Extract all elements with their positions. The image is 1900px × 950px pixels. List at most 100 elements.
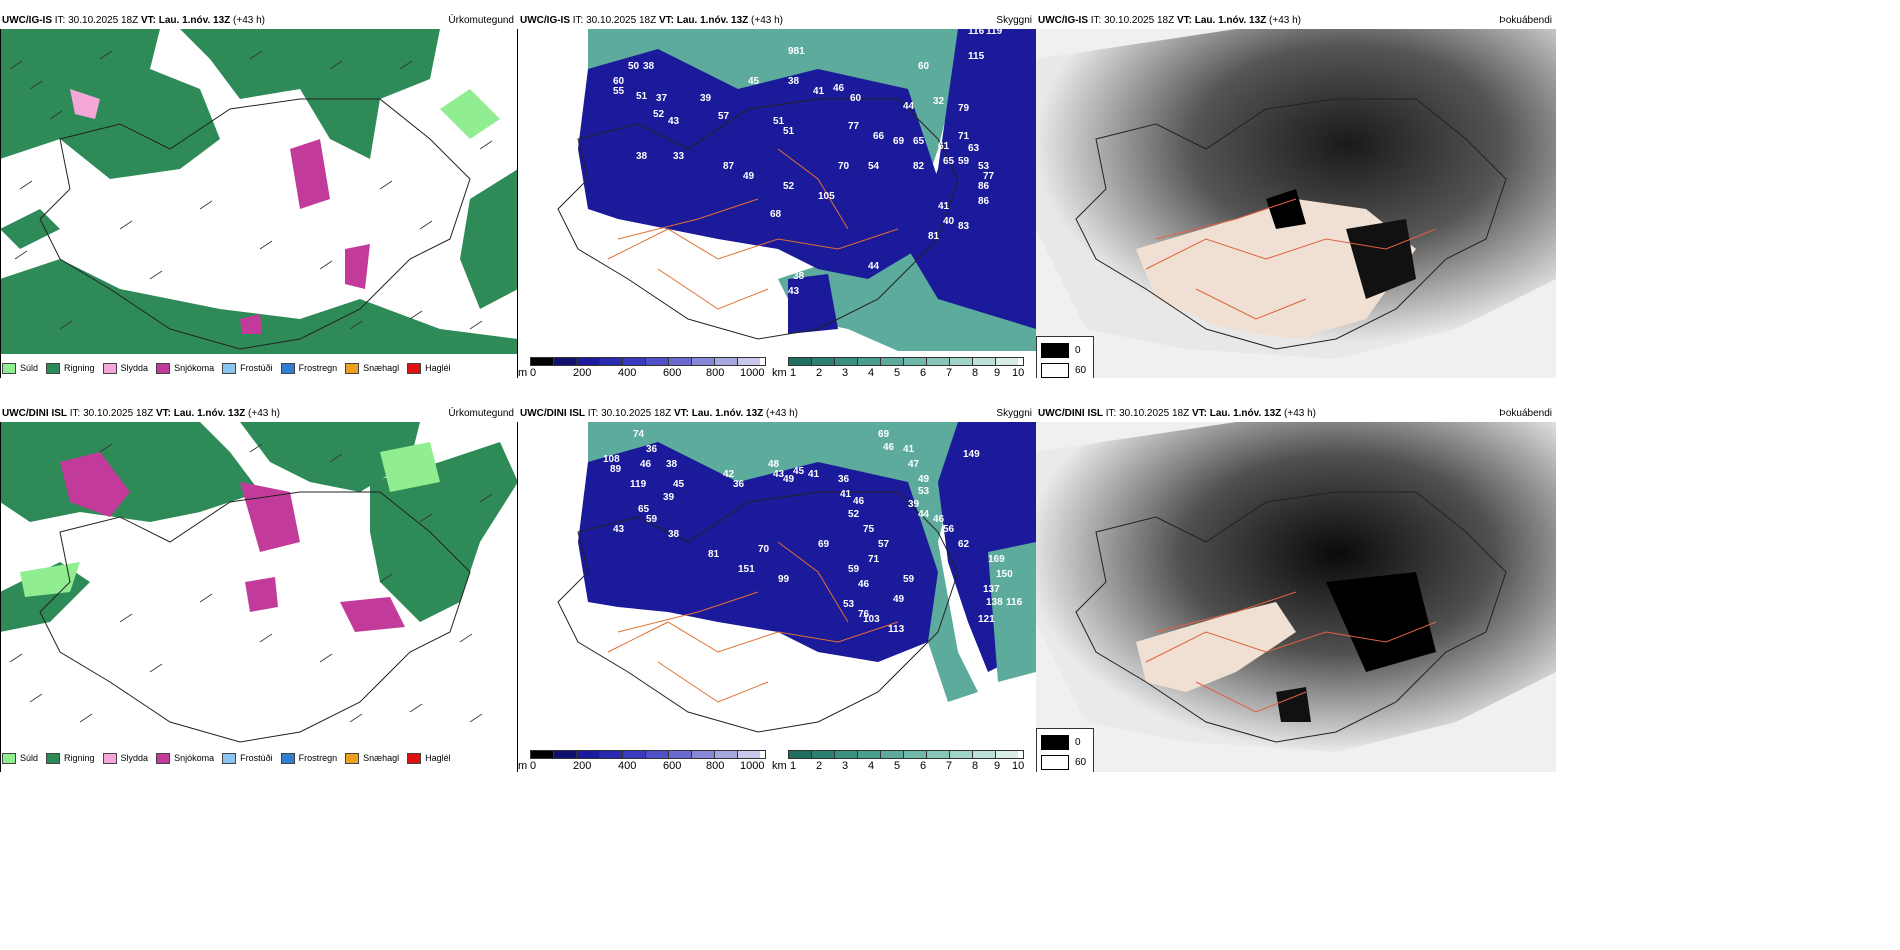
scale-cell: [600, 358, 623, 365]
scale-tick: 400: [618, 760, 637, 772]
scale-cell: [996, 751, 1018, 758]
legend-item: Frostregn: [280, 748, 337, 768]
ceiling-label: 53: [918, 486, 930, 497]
ceiling-label: 46: [858, 579, 870, 590]
scale-tick: 5: [894, 367, 901, 378]
scale-cell: [858, 751, 881, 758]
scale-tick: 2: [816, 760, 823, 772]
ceiling-label: 115: [968, 51, 985, 62]
ceiling-label: 981: [788, 46, 805, 57]
scale-cell: [531, 751, 554, 758]
ceiling-label: 47: [908, 459, 920, 470]
ceiling-label: 116: [1006, 597, 1023, 608]
legend-item: Snjókoma: [156, 358, 214, 378]
legend-swatch: [222, 362, 237, 374]
precip-map[interactable]: [0, 29, 518, 354]
scale-tick: 600: [663, 367, 682, 378]
scale-tick: 200: [573, 367, 592, 378]
scale-cell: [904, 751, 927, 758]
fog-map[interactable]: [1036, 422, 1556, 772]
scale-tick: 3: [842, 760, 849, 772]
legend-item: Slydda: [102, 748, 148, 768]
ceiling-label: 46: [640, 459, 652, 470]
ceiling-label: 79: [958, 103, 970, 114]
legend-swatch: [2, 362, 16, 374]
ceiling-label: 44: [903, 101, 915, 112]
ceiling-label: 89: [610, 464, 622, 475]
scale-tick: 7: [946, 760, 953, 772]
scale-tick: 0: [530, 760, 537, 772]
legend-item: Frostúði: [222, 358, 273, 378]
ceiling-label: 103: [863, 614, 880, 625]
ceiling-label: 70: [838, 161, 850, 172]
ceiling-label: 81: [708, 549, 720, 560]
scale-cell: [554, 358, 577, 365]
ceiling-label: 69: [878, 429, 890, 440]
cloud-map[interactable]: 74 36 108 46 38 89 119 45 39 65 59 43 38 42 36 48 43 49 45…: [518, 422, 1036, 746]
ceiling-label: 51: [773, 116, 785, 127]
ceiling-label: 86: [978, 196, 990, 207]
ceiling-label: 60: [850, 93, 862, 104]
ceiling-label: 81: [928, 231, 940, 242]
fog-swatch: [1041, 363, 1069, 378]
scale-cell: [973, 751, 996, 758]
scale-cell: [646, 358, 669, 365]
scale-tick: 10: [1012, 367, 1025, 378]
ceiling-label: 36: [733, 479, 745, 490]
precip-map[interactable]: [0, 422, 518, 748]
ceiling-label: 45: [793, 466, 805, 477]
legend-swatch: [280, 752, 295, 764]
ceiling-label: 36: [646, 444, 658, 455]
scale-cell: [646, 751, 669, 758]
panel-type-label: Úrkomutegund: [448, 408, 514, 419]
ceiling-label: 149: [963, 449, 980, 460]
ceiling-label: 49: [893, 594, 905, 605]
ceiling-label: 43: [668, 116, 680, 127]
fog-map[interactable]: [1036, 29, 1556, 378]
legend-item: Haglél: [407, 358, 451, 378]
cloud-map[interactable]: 50 38 60 55 51 37 39 45 38 41 46 60 981 116 119 115 60 44…: [518, 29, 1036, 351]
ceiling-label: 56: [943, 524, 955, 535]
visibility-scale-cells: [788, 357, 1024, 366]
fog-legend-row: 0: [1041, 735, 1081, 750]
ceiling-label: 75: [863, 524, 875, 535]
scale-tick: 1000: [740, 760, 765, 772]
ceiling-label: 86: [978, 181, 990, 192]
ceiling-label: 28: [788, 261, 800, 272]
ceiling-unit: m: [518, 760, 528, 772]
ceiling-label: 38: [793, 271, 805, 282]
ceiling-label: 46: [833, 83, 845, 94]
scale-cell: [881, 751, 904, 758]
ceiling-label: 55: [613, 86, 625, 97]
ceiling-label: 113: [888, 624, 905, 635]
scale-cell: [738, 751, 760, 758]
scale-tick: 6: [920, 367, 927, 378]
ceiling-label: 169: [988, 554, 1005, 565]
ceiling-label: 45: [748, 76, 760, 87]
ceiling-label: 41: [758, 694, 770, 705]
ceiling-label: 52: [653, 109, 665, 120]
fog-panel-igis: UWC/IG-IS IT: 30.10.2025 18Z VT: Lau. 1.…: [1036, 13, 1556, 378]
visibility-unit: km: [772, 367, 787, 378]
fog-panel-dini: UWC/DINI ISL IT: 30.10.2025 18Z VT: Lau.…: [1036, 406, 1556, 772]
scale-cell: [738, 358, 760, 365]
legend-item: Súld: [2, 748, 38, 768]
ceiling-label: 32: [933, 96, 945, 107]
ceiling-scale-cells: [530, 357, 766, 366]
fog-swatch: [1041, 755, 1069, 770]
visibility-scale-cells: [788, 750, 1024, 759]
ceiling-label: 121: [978, 614, 995, 625]
scale-tick: 4: [868, 367, 875, 378]
panel-type-label: Úrkomutegund: [448, 15, 514, 26]
cloud-panel-dini: UWC/DINI ISL IT: 30.10.2025 18Z VT: Lau.…: [518, 406, 1036, 772]
scale-tick: 800: [706, 760, 725, 772]
scale-cell: [623, 358, 646, 365]
scale-tick: 600: [663, 760, 682, 772]
scale-cell: [692, 751, 715, 758]
legend-swatch: [407, 362, 422, 374]
ceiling-label: 51: [783, 126, 795, 137]
ceiling-label: 59: [958, 156, 970, 167]
scale-cell: [950, 358, 973, 365]
legend-item: Rigning: [46, 358, 95, 378]
panel-header: UWC/IG-IS IT: 30.10.2025 18Z VT: Lau. 1.…: [518, 13, 1036, 29]
